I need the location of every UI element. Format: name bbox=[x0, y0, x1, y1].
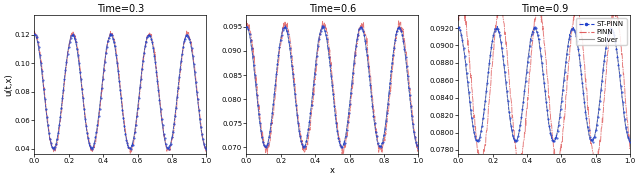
Y-axis label: u(t,x): u(t,x) bbox=[4, 73, 13, 96]
Title: Time=0.3: Time=0.3 bbox=[97, 4, 144, 14]
Title: Time=0.6: Time=0.6 bbox=[308, 4, 356, 14]
Legend: ST-PINN, PINN, Solver: ST-PINN, PINN, Solver bbox=[576, 18, 627, 45]
X-axis label: x: x bbox=[330, 166, 335, 175]
Title: Time=0.9: Time=0.9 bbox=[521, 4, 568, 14]
